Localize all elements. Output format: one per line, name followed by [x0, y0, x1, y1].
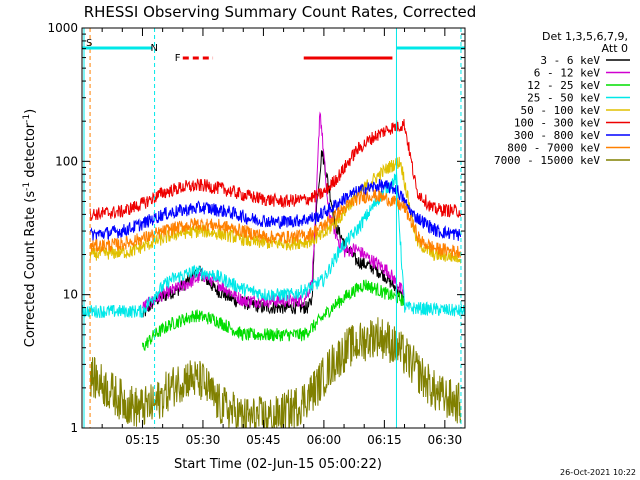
legend-label-5: 100 - 300 keV [514, 117, 600, 130]
x-tick-label-1: 05:30 [186, 433, 221, 447]
x-tick-label-0: 05:15 [125, 433, 160, 447]
legend-label-7: 800 - 7000 keV [507, 142, 600, 155]
legend-label-3: 25 - 50 keV [527, 92, 600, 105]
series-line-0 [142, 150, 405, 318]
x-tick-label-4: 06:15 [367, 433, 402, 447]
y-tick-label-0: 1 [70, 421, 78, 435]
legend-header-line-1: Det 1,3,5,6,7,9, [542, 30, 628, 43]
legend-label-0: 3 - 6 keV [540, 54, 600, 67]
x-tick-label-5: 06:30 [428, 433, 463, 447]
y-tick-label-3: 1000 [47, 21, 78, 35]
series-line-8 [89, 317, 462, 429]
y-tick-label-1: 10 [63, 288, 78, 302]
x-tick-label-3: 06:00 [307, 433, 342, 447]
y-label-mid: detector [23, 122, 38, 182]
legend-label-1: 6 - 12 keV [534, 67, 601, 80]
x-axis-label: Start Time (02-Jun-15 05:00:22) [174, 457, 382, 472]
legend-label-8: 7000 - 15000 keV [494, 154, 600, 167]
annotation-label-2: F [175, 53, 181, 64]
y-label-sup-2: -1 [22, 114, 32, 123]
legend-label-4: 50 - 100 keV [521, 104, 601, 117]
series-line-4 [89, 156, 462, 264]
annotation-label-1: N [151, 43, 158, 54]
plot-frame [81, 27, 466, 429]
axes: 05:15 05:30 05:45 06:00 06:15 06:30 1 10 100 1000 [47, 21, 465, 447]
y-label-end: ) [23, 109, 38, 114]
annotation-label-0: S [86, 38, 92, 49]
series-line-5 [89, 118, 462, 221]
series-line-3 [81, 171, 466, 319]
generated-timestamp: 26-Oct-2021 10:22 [560, 468, 636, 477]
chart-title: RHESSI Observing Summary Count Rates, Co… [84, 3, 477, 21]
y-label-sup-1: -1 [22, 182, 32, 191]
orbit-markers: S N F [82, 28, 465, 428]
x-tick-label-2: 05:45 [246, 433, 281, 447]
y-axis-label: Corrected Count Rate (s-1 detector-1) [22, 109, 38, 347]
series-line-2 [142, 279, 405, 351]
series-line-1 [142, 111, 405, 311]
series-layer [81, 111, 466, 429]
series-line-7 [89, 189, 462, 259]
series-line-6 [89, 178, 462, 242]
legend-header-line-2: Att 0 [602, 42, 628, 55]
y-tick-label-2: 100 [55, 154, 78, 168]
legend-label-6: 300 - 800 keV [514, 129, 600, 142]
y-label-main: Corrected Count Rate (s [23, 191, 38, 348]
legend-label-2: 12 - 25 keV [527, 79, 600, 92]
